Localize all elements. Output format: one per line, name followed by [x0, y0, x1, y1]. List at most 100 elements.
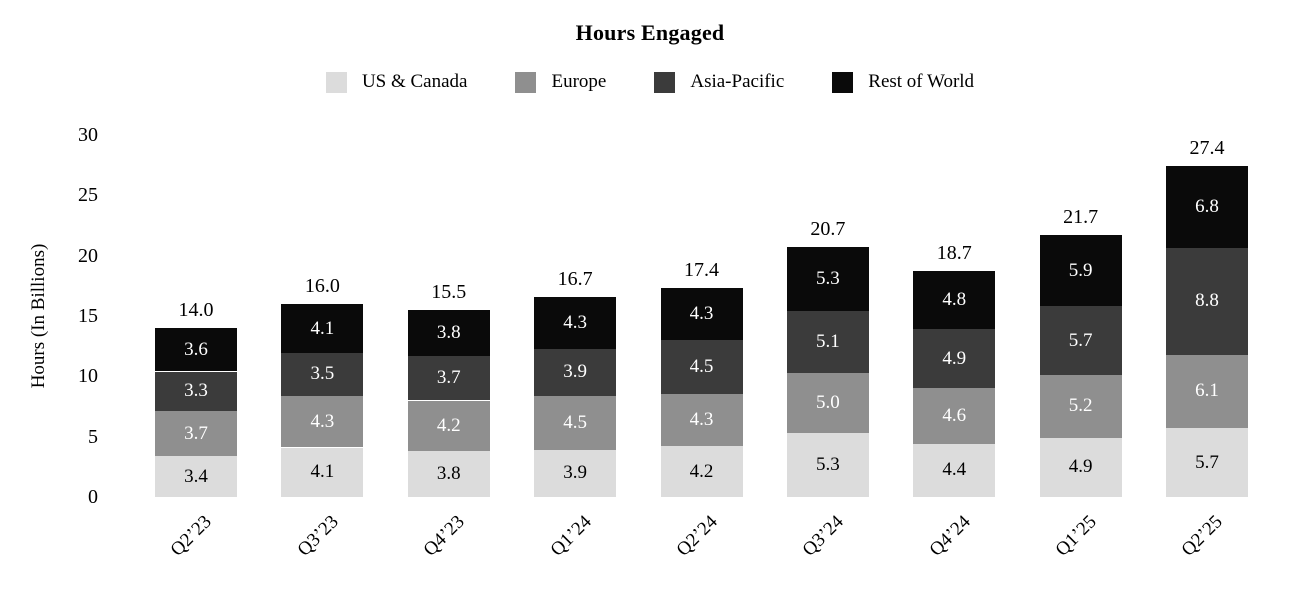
bar-segment-value: 3.9: [563, 361, 587, 383]
bar-segment-value: 4.9: [1068, 456, 1093, 478]
bar-segment-europe: 3.7: [155, 411, 237, 456]
bar-segment-rest-of-world: 4.1: [281, 303, 364, 354]
bar-segment-us-canada: 3.4: [155, 456, 237, 497]
bar-segment-value: 3.9: [563, 462, 587, 484]
bar-segment-europe: 4.3: [281, 395, 364, 448]
x-tick-text: Q1’24: [546, 511, 596, 561]
bar-segment-us-canada: 4.9: [1039, 437, 1122, 497]
legend-label: Asia-Pacific: [690, 71, 785, 92]
bar-segment-asia-pacific: 4.5: [660, 340, 743, 395]
bar-segment-europe: 5.0: [786, 372, 869, 433]
legend-swatch-rest-of-world: [832, 71, 854, 93]
bar-total-label: 20.7: [810, 218, 846, 241]
chart-title: Hours Engaged: [575, 20, 725, 45]
bar-segment-value: 4.2: [689, 460, 714, 482]
bar-segment-value: 3.7: [436, 367, 461, 389]
bar-total-label: 21.7: [1063, 206, 1099, 229]
bar-total-label: 17.4: [684, 259, 719, 282]
bar-segment-value: 5.3: [816, 268, 840, 290]
x-tick-text: Q4’23: [419, 511, 469, 561]
x-tick-text: Q1’25: [1051, 511, 1101, 561]
bar-segment-rest-of-world: 3.6: [155, 328, 237, 372]
bar-segment-asia-pacific: 3.3: [155, 371, 237, 412]
bar-segment-europe: 6.1: [1166, 354, 1248, 429]
y-tick-label: 20: [78, 244, 98, 267]
bar-segment-value: 5.0: [816, 391, 840, 413]
legend-item-rest-of-world: Rest of World: [832, 71, 974, 93]
bar-segment-value: 4.2: [436, 414, 461, 436]
bar-segment-value: 8.8: [1195, 290, 1219, 312]
bar-segment-value: 4.9: [942, 347, 967, 369]
bar-total-label: 16.7: [557, 267, 593, 290]
bar-segment-value: 4.4: [942, 459, 967, 481]
x-tick-text: Q4’24: [925, 511, 975, 561]
y-tick-label: 15: [78, 305, 98, 327]
legend-item-asia-pacific: Asia-Pacific: [654, 71, 784, 93]
bar-segment-value: 5.3: [816, 454, 840, 475]
bar-segment-value: 3.8: [436, 321, 461, 343]
bar-segment-value: 4.3: [310, 410, 335, 432]
y-tick-label: 30: [78, 124, 98, 146]
y-tick-label: 0: [88, 486, 98, 508]
y-tick-label: 25: [78, 184, 98, 207]
x-tick-text: Q2’25: [1177, 511, 1228, 561]
y-tick-label: 10: [78, 365, 98, 388]
bar-segment-us-canada: 5.3: [786, 433, 869, 497]
legend-label: Rest of World: [868, 71, 975, 92]
bar-segment-value: 5.1: [816, 330, 840, 352]
bar-segment-asia-pacific: 5.1: [786, 311, 869, 373]
bar-segment-us-canada: 3.9: [534, 449, 617, 497]
bar-segment-value: 5.7: [1068, 329, 1093, 351]
bar-segment-europe: 4.2: [407, 400, 490, 452]
bar-segment-us-canada: 4.4: [913, 443, 996, 497]
legend-item-europe: Europe: [515, 71, 606, 93]
bar-segment-rest-of-world: 5.3: [786, 247, 869, 312]
x-tick-text: Q3’23: [293, 511, 343, 561]
bar-segment-value: 4.3: [563, 311, 587, 333]
bar-segment-value: 5.9: [1068, 259, 1093, 281]
bar-segment-us-canada: 4.2: [660, 446, 743, 497]
bar-segment-us-canada: 3.8: [407, 451, 490, 497]
bar-total-label: 16.0: [304, 274, 340, 297]
bar-segment-value: 5.7: [1195, 451, 1219, 473]
bar-segment-asia-pacific: 3.7: [407, 355, 490, 401]
bar-segment-value: 4.6: [942, 405, 967, 427]
legend-label: US & Canada: [361, 71, 468, 92]
x-tick-text: Q2’23: [166, 511, 217, 561]
bar-segment-asia-pacific: 3.9: [534, 348, 617, 396]
bar-segment-value: 3.4: [184, 465, 208, 487]
bar-segment-europe: 4.3: [660, 394, 743, 447]
bar-segment-value: 3.6: [184, 338, 208, 360]
legend-item-us-canada: US & Canada: [325, 71, 468, 93]
bar-segment-rest-of-world: 3.8: [407, 310, 490, 356]
bar-segment-europe: 5.2: [1039, 375, 1122, 438]
bar-segment-us-canada: 5.7: [1166, 428, 1248, 497]
bar-total-label: 27.4: [1189, 137, 1225, 160]
bar-segment-value: 3.8: [436, 463, 461, 485]
bar-segment-value: 6.8: [1195, 196, 1219, 218]
bar-segment-rest-of-world: 4.8: [913, 271, 996, 330]
bar-segment-asia-pacific: 3.5: [281, 353, 364, 396]
bar-segment-value: 4.5: [563, 411, 587, 433]
legend-swatch-asia-pacific: [654, 71, 676, 93]
bar-segment-value: 3.3: [184, 380, 208, 402]
bar-segment-europe: 4.6: [913, 388, 996, 444]
bar-segment-rest-of-world: 4.3: [534, 296, 617, 349]
bar-segment-rest-of-world: 5.9: [1039, 235, 1122, 307]
bar-segment-value: 4.3: [689, 303, 714, 325]
bar-segment-value: 4.1: [310, 461, 335, 483]
bar-segment-value: 4.5: [689, 356, 714, 378]
bar-segment-rest-of-world: 4.3: [660, 288, 743, 341]
legend-swatch-us-canada: [325, 71, 347, 93]
bar-segment-value: 3.5: [310, 363, 335, 385]
legend: US & Canada Europe Asia-Pacific Rest of Wor…: [0, 71, 1300, 93]
x-tick-text: Q3’24: [798, 511, 849, 561]
legend-swatch-europe: [515, 71, 537, 93]
bar-segment-us-canada: 4.1: [281, 447, 364, 497]
bar-total-label: 15.5: [431, 281, 467, 303]
bar-segment-asia-pacific: 4.9: [913, 329, 996, 389]
x-tick-text: Q2’24: [672, 511, 722, 561]
bar-segment-value: 3.7: [184, 422, 208, 444]
bar-segment-europe: 4.5: [534, 395, 617, 450]
bar-segment-value: 4.3: [689, 409, 714, 431]
